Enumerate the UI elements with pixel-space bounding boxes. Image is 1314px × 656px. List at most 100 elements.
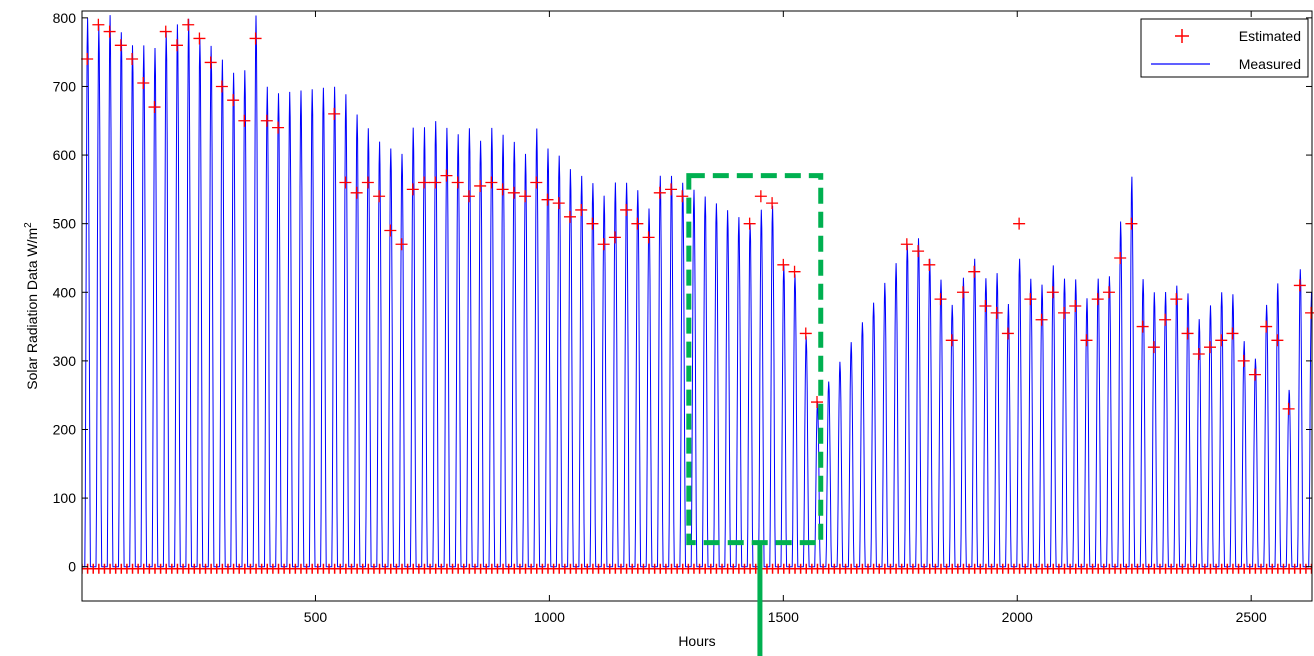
estimated-marker xyxy=(249,32,262,45)
y-tick-label: 400 xyxy=(53,284,77,300)
estimated-marker xyxy=(923,258,936,271)
estimated-marker xyxy=(1114,251,1127,264)
estimated-marker xyxy=(350,186,363,199)
estimated-marker xyxy=(1069,300,1082,312)
y-axis-title: Solar Radiation Data W/m2 xyxy=(23,222,40,390)
x-tick-label: 2000 xyxy=(1002,609,1033,625)
estimated-marker xyxy=(766,197,779,210)
estimated-marker xyxy=(462,190,475,203)
estimated-marker xyxy=(1035,313,1048,326)
estimated-marker xyxy=(1271,334,1284,347)
estimated-marker xyxy=(990,306,1003,319)
annotation-layer xyxy=(686,173,824,656)
estimated-marker xyxy=(1226,327,1239,340)
estimated-marker xyxy=(496,183,509,196)
y-tick-label: 0 xyxy=(68,559,76,575)
estimated-marker xyxy=(1147,341,1160,354)
x-axis-title: Hours xyxy=(678,633,715,649)
estimated-marker xyxy=(1293,279,1306,292)
y-axis-title-superscript: 2 xyxy=(23,222,34,228)
legend-box xyxy=(1140,18,1309,78)
estimated-marker xyxy=(1091,293,1104,306)
estimated-marker xyxy=(1170,293,1183,306)
estimated-marker xyxy=(373,190,386,203)
estimated-marker xyxy=(126,53,139,66)
highlight-box xyxy=(686,173,824,546)
estimated-marker xyxy=(754,190,767,203)
legend-label-estimated: Estimated xyxy=(1239,28,1301,44)
estimated-marker xyxy=(1024,293,1037,306)
estimated-marker xyxy=(193,32,206,45)
estimated-marker xyxy=(1282,402,1295,415)
y-tick-label: 500 xyxy=(53,216,77,232)
axis-ticks: 0 100 200 300 400 500 600 700 800 500 1000 1500 2000… xyxy=(53,10,1312,625)
legend: Estimated Measured xyxy=(1140,18,1309,78)
estimated-marker xyxy=(541,193,554,206)
estimated-marker xyxy=(519,190,532,203)
estimated-marker xyxy=(597,238,610,251)
estimated-marker xyxy=(227,94,240,107)
estimated-marker xyxy=(1058,306,1071,319)
y-tick-label: 100 xyxy=(53,490,77,506)
x-tick-label: 2500 xyxy=(1236,609,1267,625)
estimated-marker xyxy=(653,186,666,199)
estimated-marker xyxy=(103,25,116,38)
estimated-marker xyxy=(620,203,633,216)
estimated-marker xyxy=(361,176,374,189)
legend-marker-estimated xyxy=(1175,29,1189,43)
y-tick-label: 600 xyxy=(53,147,77,163)
estimated-marker xyxy=(1159,313,1172,326)
estimated-marker xyxy=(665,183,678,196)
estimated-marker xyxy=(1248,368,1261,381)
estimated-marker xyxy=(575,203,588,216)
estimated-baseline-markers xyxy=(82,563,1312,574)
estimated-marker xyxy=(215,80,228,93)
estimated-marker xyxy=(260,114,273,127)
x-tick-label: 500 xyxy=(304,609,328,625)
estimated-marker xyxy=(945,334,958,347)
estimated-marker xyxy=(1001,327,1014,340)
estimated-marker xyxy=(137,77,150,90)
estimated-marker xyxy=(170,39,183,52)
estimated-marker xyxy=(1125,217,1138,230)
estimated-marker xyxy=(1181,327,1194,340)
estimated-marker xyxy=(912,245,925,258)
estimated-marker xyxy=(1305,306,1314,319)
estimated-marker xyxy=(1136,320,1149,333)
estimated-marker xyxy=(159,25,172,38)
estimated-marker xyxy=(608,231,621,244)
y-tick-label: 200 xyxy=(53,421,77,437)
estimated-marker xyxy=(507,186,520,199)
estimated-marker xyxy=(92,18,105,31)
estimated-marker xyxy=(799,327,812,340)
estimated-marker xyxy=(1237,354,1250,367)
estimated-marker xyxy=(934,293,947,306)
estimated-marker xyxy=(1204,341,1217,354)
estimated-marker xyxy=(148,101,161,114)
estimated-marker xyxy=(552,197,565,210)
estimated-marker xyxy=(811,396,824,409)
estimated-marker xyxy=(676,190,689,203)
estimated-marker xyxy=(1260,320,1273,333)
y-tick-label: 800 xyxy=(53,10,77,26)
estimated-marker xyxy=(1192,348,1205,361)
plot-frame xyxy=(81,10,1313,602)
estimated-marker xyxy=(642,231,655,244)
estimated-marker xyxy=(114,39,127,52)
x-tick-label: 1000 xyxy=(534,609,565,625)
estimated-marker xyxy=(1102,286,1115,299)
estimated-marker xyxy=(563,210,576,223)
estimated-marker xyxy=(586,217,599,230)
estimated-marker xyxy=(979,300,992,312)
estimated-marker xyxy=(968,265,981,278)
estimated-marker xyxy=(1013,217,1026,230)
x-tick-label: 1500 xyxy=(768,609,799,625)
estimated-marker xyxy=(1080,334,1093,347)
estimated-marker xyxy=(182,18,195,31)
measured-series-line xyxy=(82,15,1312,568)
estimated-marker xyxy=(788,265,801,278)
plot-content xyxy=(81,15,1314,574)
estimated-marker xyxy=(429,176,442,189)
